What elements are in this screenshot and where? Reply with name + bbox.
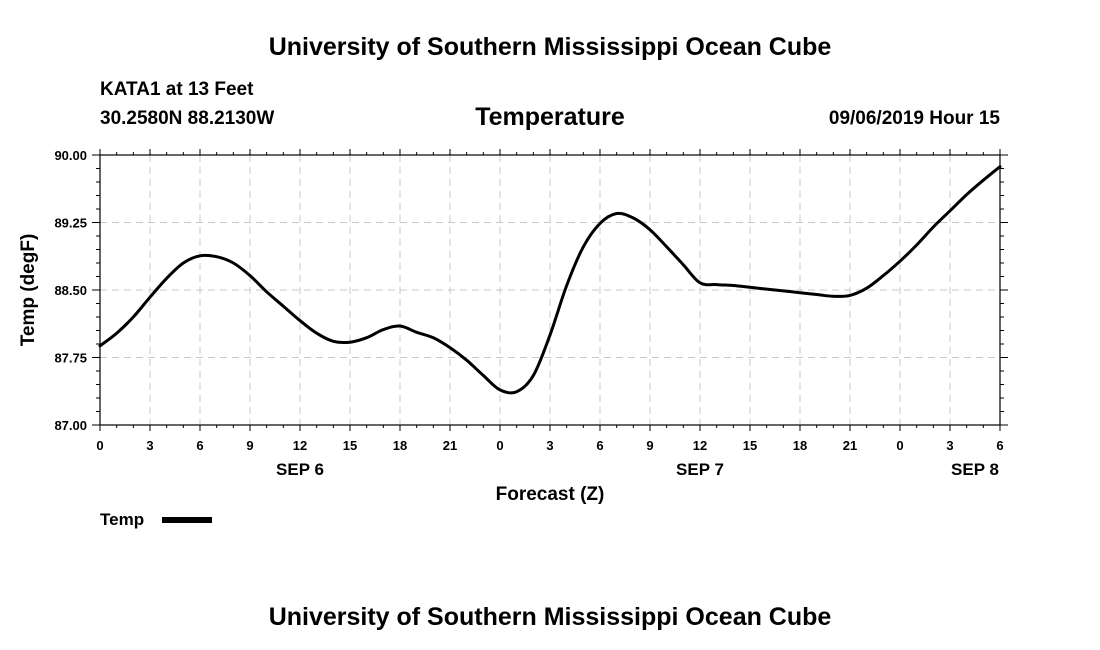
x-tick-label: 0 [496, 438, 503, 453]
x-tick-label: 12 [293, 438, 307, 453]
y-tick-label: 87.75 [54, 351, 87, 366]
chart-title-bottom: University of Southern Mississippi Ocean… [269, 603, 832, 631]
x-axis-label: Forecast (Z) [496, 484, 605, 505]
x-tick-label: 12 [693, 438, 707, 453]
date-label: SEP 8 [951, 460, 999, 479]
legend: Temp [100, 510, 212, 529]
y-tick-label: 89.25 [54, 216, 87, 231]
x-tick-label: 3 [946, 438, 953, 453]
date-label: SEP 6 [276, 460, 324, 479]
date-labels: SEP 6 SEP 7 SEP 8 [276, 460, 999, 479]
series-group [98, 165, 1002, 395]
x-tick-label: 21 [443, 438, 457, 453]
y-tick-label: 90.00 [54, 148, 87, 163]
x-tick-label: 15 [343, 438, 357, 453]
station-coordinates: 30.2580N 88.2130W [100, 108, 274, 129]
x-tick-label: 3 [146, 438, 153, 453]
x-tick-label: 18 [393, 438, 407, 453]
plot-frame [99, 154, 1001, 426]
chart-title-top: University of Southern Mississippi Ocean… [269, 33, 832, 61]
x-tick-label: 6 [996, 438, 1003, 453]
y-axis-ticks: 87.00 87.75 88.50 89.25 90.00 [54, 148, 1008, 433]
series-line-temp [98, 165, 1002, 395]
date-label: SEP 7 [676, 460, 724, 479]
x-tick-label: 6 [596, 438, 603, 453]
station-label: KATA1 at 13 Feet [100, 79, 254, 100]
x-tick-label: 0 [96, 438, 103, 453]
x-tick-label: 3 [546, 438, 553, 453]
x-tick-label: 21 [843, 438, 857, 453]
legend-label: Temp [100, 510, 144, 529]
forecast-date: 09/06/2019 Hour 15 [829, 108, 1001, 129]
x-tick-label: 15 [743, 438, 757, 453]
x-tick-label: 9 [246, 438, 253, 453]
y-tick-label: 87.00 [54, 418, 87, 433]
y-tick-label: 88.50 [54, 283, 87, 298]
x-tick-label: 9 [646, 438, 653, 453]
x-tick-label: 0 [896, 438, 903, 453]
variable-title: Temperature [475, 103, 625, 131]
x-tick-label: 6 [196, 438, 203, 453]
x-axis-ticks: 0 3 6 9 12 15 18 21 0 3 6 9 12 15 18 21 0 3 6 [96, 149, 1004, 453]
x-tick-label: 18 [793, 438, 807, 453]
y-axis-label: Temp (degF) [18, 234, 39, 347]
grid-lines [100, 155, 1000, 425]
